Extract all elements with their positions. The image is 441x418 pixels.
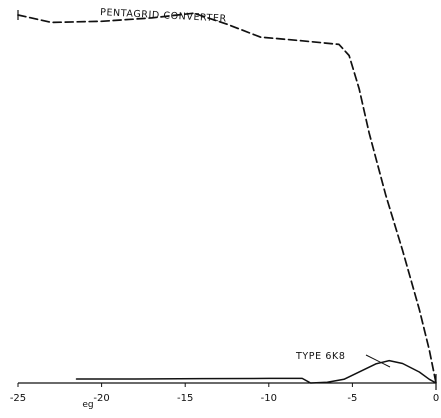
x-tick-label: -10 bbox=[261, 393, 277, 404]
x-tick-label: 0 bbox=[433, 393, 439, 404]
x-tick-label: -5 bbox=[347, 393, 357, 404]
x-tick-label: -15 bbox=[177, 393, 193, 404]
annotation-leader-line bbox=[365, 354, 391, 368]
x-tick-label: -20 bbox=[93, 393, 109, 404]
annotation-type-6k8: TYPE 6K8 bbox=[295, 351, 345, 362]
series-0-line bbox=[17, 12, 437, 384]
annotation-pentagrid-converter: PENTAGRID CONVERTER bbox=[100, 7, 227, 25]
x-axis-title: eg bbox=[82, 400, 93, 410]
series-1-line bbox=[75, 359, 437, 384]
x-tick-label: -25 bbox=[10, 393, 26, 404]
